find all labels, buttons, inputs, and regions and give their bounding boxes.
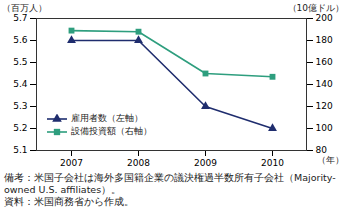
html-text:資料：米国商務省から作成。: 資料：米国商務省から作成。 bbox=[4, 196, 134, 207]
svg-text:5.5: 5.5 bbox=[13, 57, 27, 67]
svg-text:100: 100 bbox=[316, 123, 333, 133]
html-text:（百万人）: （百万人） bbox=[2, 3, 47, 13]
html-text:設備投資額（右軸）: 設備投資額（右軸） bbox=[71, 126, 152, 136]
svg-text:5.7: 5.7 bbox=[13, 13, 27, 23]
svg-text:5.2: 5.2 bbox=[13, 123, 27, 133]
html-text:（年）: （年） bbox=[317, 155, 344, 165]
svg-text:2009: 2009 bbox=[194, 158, 217, 168]
svg-text:5.4: 5.4 bbox=[13, 79, 28, 89]
svg-text:140: 140 bbox=[316, 79, 333, 89]
svg-text:5.6: 5.6 bbox=[13, 35, 28, 45]
svg-text:2007: 2007 bbox=[60, 158, 83, 168]
svg-text:5.1: 5.1 bbox=[13, 145, 27, 155]
svg-text:5.3: 5.3 bbox=[13, 101, 27, 111]
svg-text:180: 180 bbox=[316, 35, 333, 45]
html-text:（10億ドル）: （10億ドル） bbox=[287, 3, 344, 13]
svg-text:120: 120 bbox=[316, 101, 333, 111]
svg-text:2010: 2010 bbox=[261, 158, 284, 168]
html-text:備考：米国子会社は海外多国籍企業の議決権過半数所有子会社（M: 備考：米国子会社は海外多国籍企業の議決権過半数所有子会社（Majority-ow… bbox=[4, 172, 336, 195]
svg-text:80: 80 bbox=[316, 145, 328, 155]
svg-text:200: 200 bbox=[316, 13, 333, 23]
svg-text:160: 160 bbox=[316, 57, 333, 67]
svg-text:2008: 2008 bbox=[127, 158, 150, 168]
html-text:雇用者数（左軸）: 雇用者数（左軸） bbox=[71, 113, 143, 123]
